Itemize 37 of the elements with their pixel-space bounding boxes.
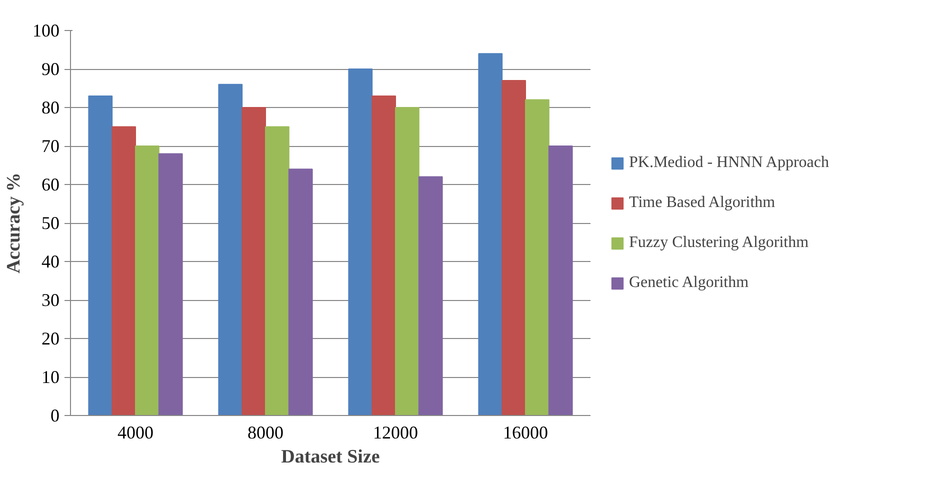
bar <box>418 176 443 416</box>
bar <box>395 107 420 416</box>
bar <box>112 126 136 416</box>
x-tick-label: 4000 <box>118 422 154 442</box>
bar <box>502 80 526 416</box>
y-axis-title: Accuracy % <box>4 172 24 274</box>
y-tick-label: 90 <box>42 59 60 79</box>
x-tick-label: 8000 <box>248 422 284 442</box>
y-tick-label: 80 <box>42 98 60 118</box>
bar <box>372 95 396 416</box>
bar <box>548 146 573 416</box>
legend-label: Fuzzy Clustering Algorithm <box>629 234 809 252</box>
bar <box>88 95 113 416</box>
bar <box>135 146 160 416</box>
x-tick-label: 12000 <box>373 422 418 442</box>
bar <box>525 99 550 416</box>
y-tick-label: 10 <box>42 367 60 387</box>
x-axis-title: Dataset Size <box>281 446 380 468</box>
bar <box>348 68 373 416</box>
y-tick-label: 50 <box>42 213 60 233</box>
bar <box>478 53 503 416</box>
bar <box>288 168 313 416</box>
x-tick-label: 16000 <box>503 422 548 442</box>
bar <box>158 153 183 416</box>
legend-label: Genetic Algorithm <box>629 274 749 292</box>
y-tick-label: 0 <box>50 406 60 426</box>
y-tick-label: 70 <box>42 136 60 156</box>
y-tick-label: 20 <box>42 328 60 348</box>
y-tick-label: 60 <box>42 174 60 194</box>
y-tick-label: 40 <box>42 252 60 272</box>
bar <box>242 107 266 416</box>
legend-label: Time Based Algorithm <box>629 194 776 212</box>
bar <box>265 126 290 416</box>
y-tick-label: 30 <box>42 290 60 310</box>
legend-label: PK.Mediod - HNNN Approach <box>629 154 829 172</box>
bar <box>218 84 243 416</box>
y-tick-label: 100 <box>32 20 60 40</box>
